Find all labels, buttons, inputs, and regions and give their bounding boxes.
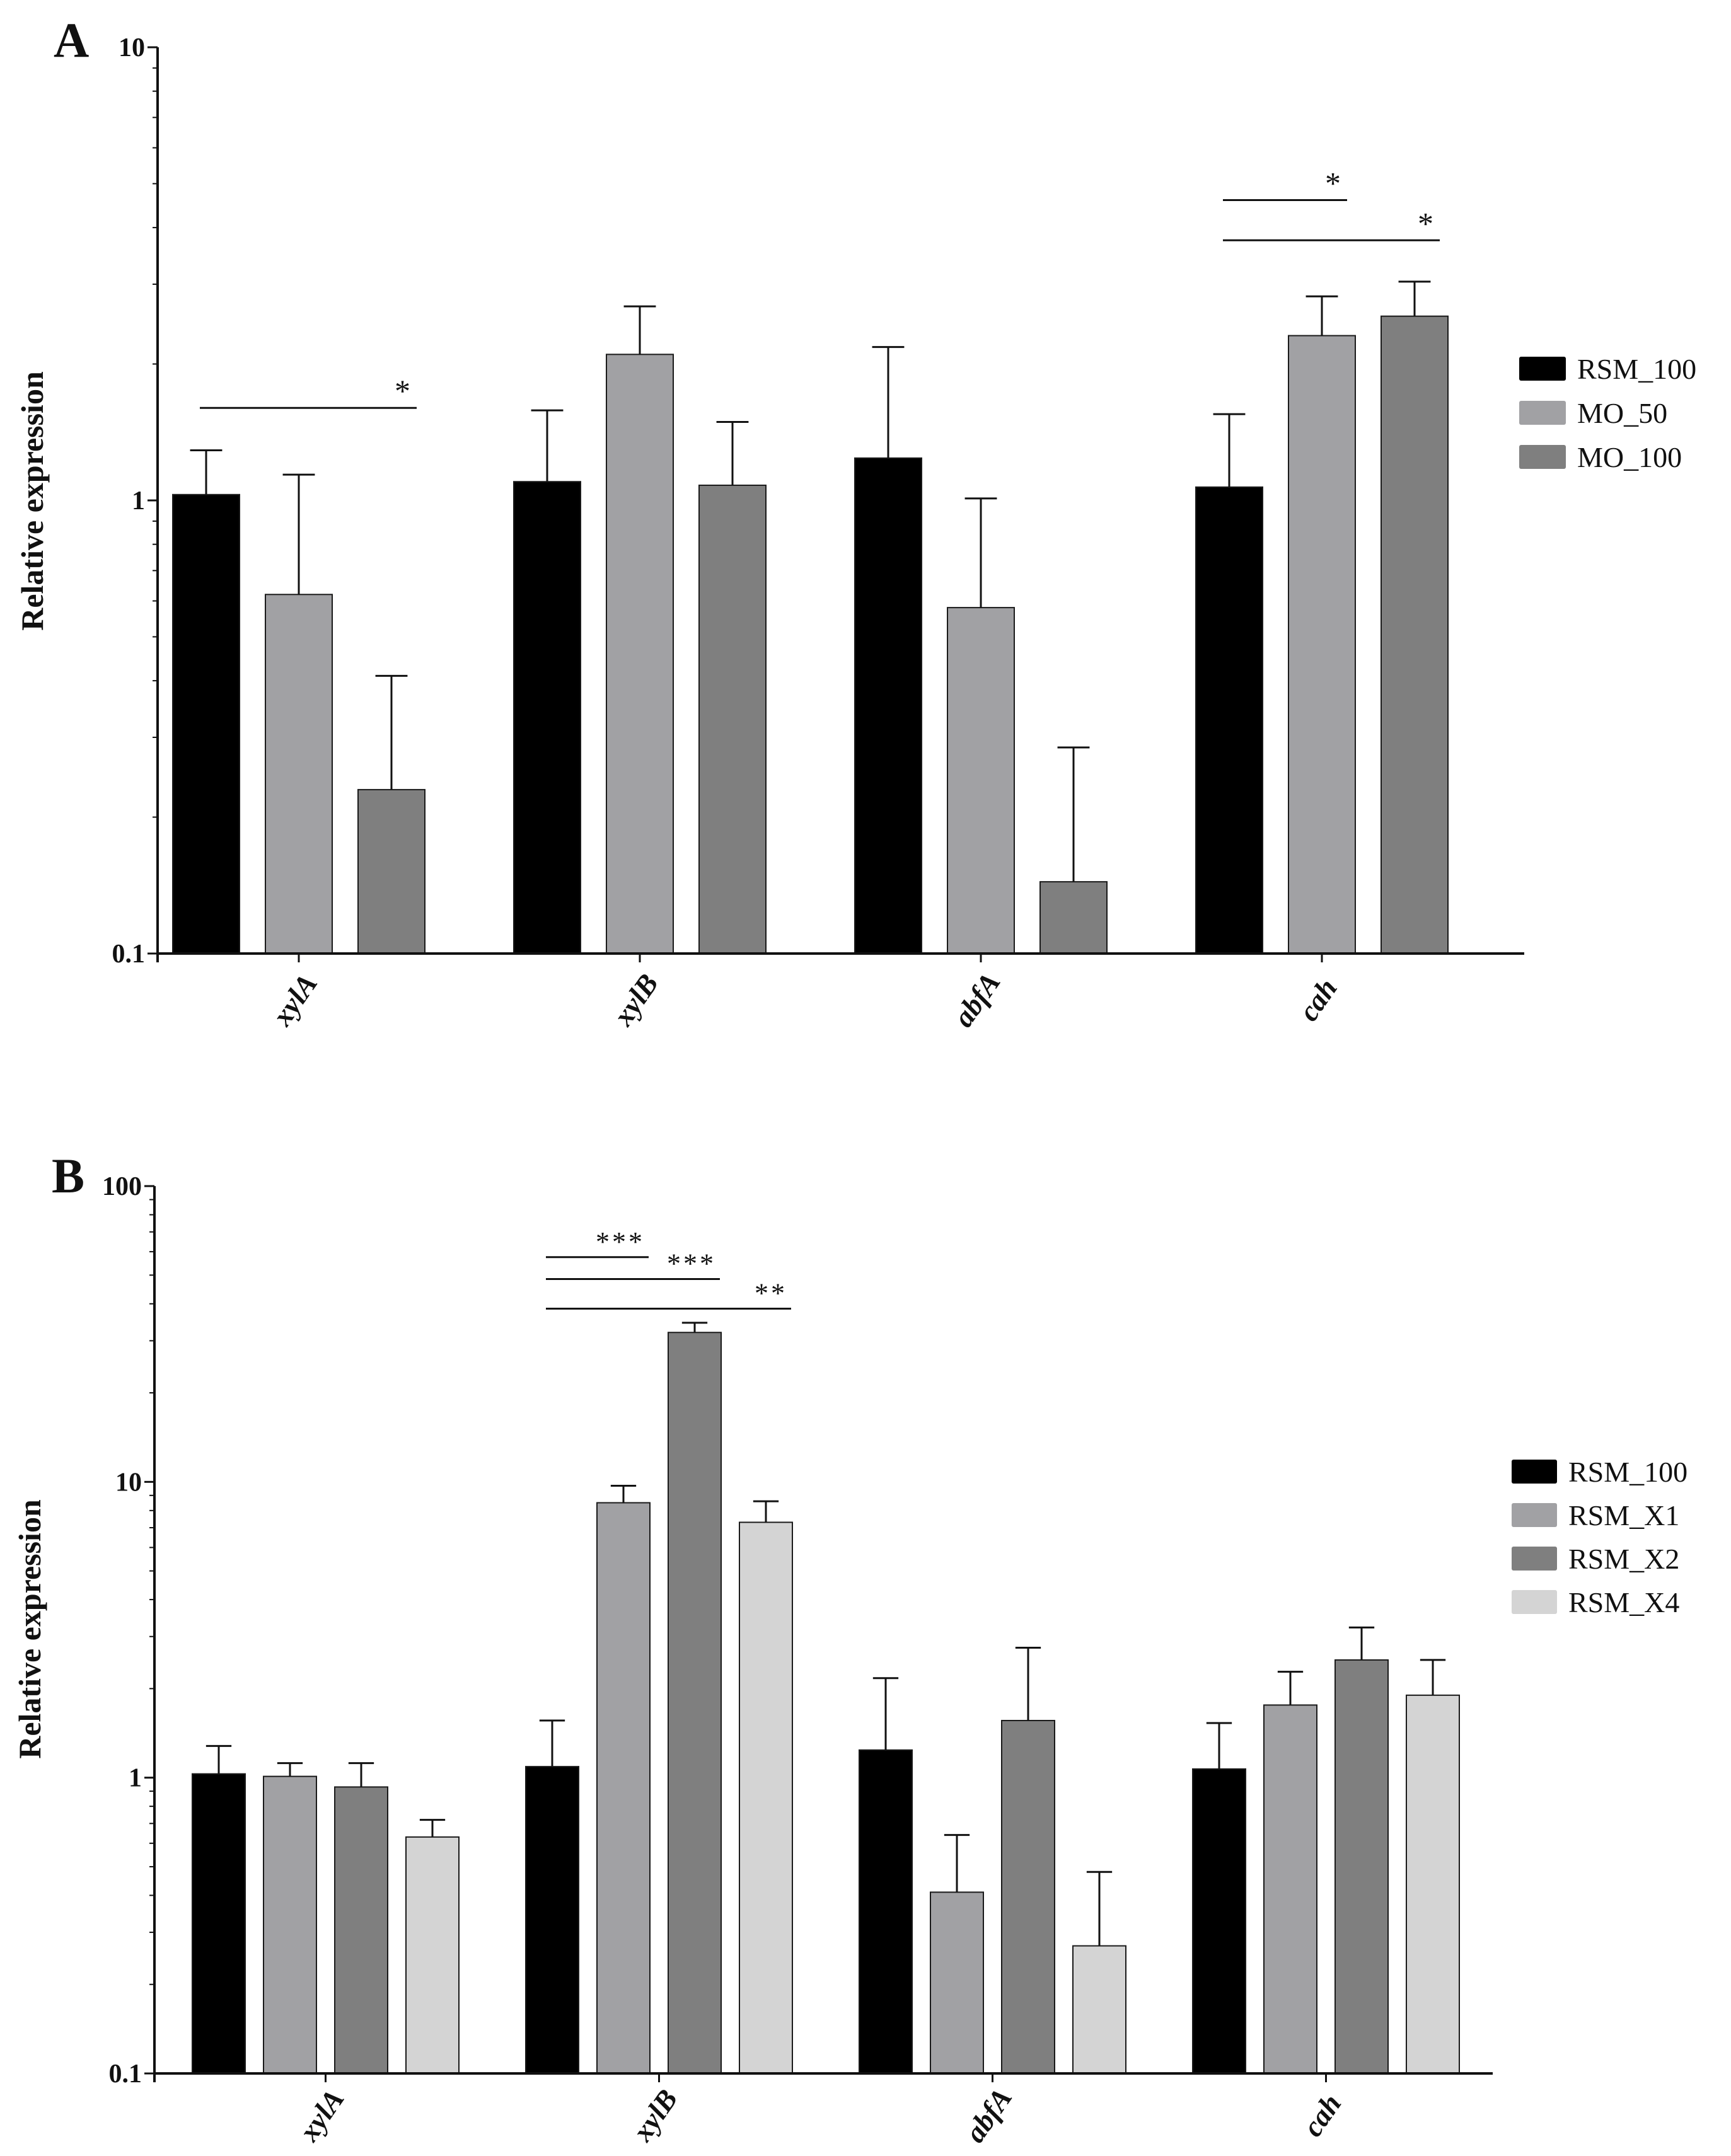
bar-rsm-100-xyla [192, 1773, 246, 2075]
bar-rsm-100-xylb [513, 481, 581, 954]
bar-rsm-x1-xylb [596, 1502, 651, 2075]
bar-mo-100-cah [1381, 315, 1449, 954]
bar-rsm-100-abfa [859, 1749, 913, 2075]
x-tick-label-xylb: xylB [606, 968, 664, 1032]
legend-label-rsm-100: RSM_100 [1577, 353, 1696, 385]
bar-rsm-x2-abfa [1001, 1720, 1055, 2074]
significance-label-3: ** [755, 1278, 787, 1309]
significance-label-3: * [1418, 205, 1436, 241]
bar-mo-100-xyla [357, 788, 426, 955]
legend-swatch-mo-50 [1519, 401, 1566, 425]
x-tick-label-abfa: abfA [947, 967, 1007, 1033]
bar-rsm-x1-xyla [263, 1775, 317, 2074]
legend-swatch-mo-100 [1519, 445, 1566, 469]
legend: RSM_100 MO_50 MO_100 [1519, 353, 1696, 473]
y-tick-label: 1 [129, 1764, 142, 1793]
legend-swatch-rsm-x1 [1512, 1503, 1557, 1527]
bar-mo-50-cah [1288, 335, 1356, 954]
bar-rsm-100-xyla [172, 493, 240, 954]
bar-mo-100-abfa [1039, 881, 1108, 954]
legend-label-mo-50: MO_50 [1577, 397, 1667, 429]
legend-label-rsm-x1: RSM_X1 [1568, 1499, 1679, 1531]
legend-label-rsm-x4: RSM_X4 [1568, 1586, 1679, 1618]
y-tick-label: 0.1 [109, 2060, 142, 2089]
legend-label-mo-100: MO_100 [1577, 441, 1682, 473]
bar-mo-50-abfa [947, 607, 1015, 954]
legend: RSM_100 RSM_X1 RSM_X2 RSM_X4 [1512, 1456, 1688, 1618]
legend-swatch-rsm-100 [1512, 1460, 1557, 1484]
bar-rsm-x4-xylb [739, 1521, 793, 2074]
bar-rsm-100-cah [1192, 1768, 1246, 2075]
bar-rsm-x4-cah [1406, 1694, 1460, 2075]
y-tick-label: 10 [119, 33, 145, 62]
bar-rsm-100-cah [1195, 486, 1263, 954]
significance-label-2: * [1325, 165, 1343, 200]
x-tick-label-abfa: abfA [959, 2082, 1019, 2148]
x-tick-label-xyla: xylA [292, 2084, 350, 2147]
legend-swatch-rsm-x4 [1512, 1590, 1557, 1614]
bar-rsm-x2-xyla [334, 1786, 388, 2075]
y-axis-title: Relative expression [12, 1499, 47, 1759]
x-tick-label-cah: cah [1292, 972, 1343, 1027]
bar-mo-50-xyla [265, 594, 333, 954]
bar-rsm-x2-xylb [668, 1332, 722, 2074]
y-axis-title: Relative expression [14, 371, 50, 631]
significance-label-1: *** [596, 1226, 645, 1257]
x-tick-label-xyla: xylA [265, 968, 323, 1032]
legend-label-rsm-x2: RSM_X2 [1568, 1543, 1679, 1575]
bar-rsm-x4-xyla [405, 1836, 460, 2074]
bar-mo-50-xylb [606, 354, 674, 954]
bar-mo-100-xylb [698, 484, 767, 954]
bar-rsm-100-abfa [854, 457, 922, 954]
y-tick-label: 0.1 [112, 940, 146, 969]
legend-swatch-rsm-100 [1519, 357, 1566, 381]
bar-rsm-100-xylb [525, 1766, 579, 2074]
significance-label-2: *** [667, 1248, 716, 1279]
significance-label-1: * [395, 373, 413, 408]
y-tick-label: 1 [132, 487, 145, 516]
legend-label-rsm-100: RSM_100 [1568, 1456, 1688, 1488]
bar-rsm-x1-cah [1263, 1704, 1317, 2075]
x-tick-label-xylb: xylB [625, 2084, 683, 2147]
bar-rsm-x2-cah [1334, 1659, 1389, 2074]
bar-rsm-x1-abfa [930, 1891, 984, 2075]
y-tick-label: 10 [115, 1468, 142, 1497]
panel-label: B [52, 1148, 84, 1203]
panel-label: A [54, 13, 89, 67]
chart-panel-a: A Relative expression * * * 0.1 1 10 xylA xylB abf… [14, 13, 1696, 1032]
y-tick-label: 100 [102, 1172, 142, 1201]
x-tick-label-cah: cah [1296, 2088, 1347, 2142]
bar-rsm-x4-abfa [1072, 1945, 1126, 2075]
legend-swatch-rsm-x2 [1512, 1547, 1557, 1571]
